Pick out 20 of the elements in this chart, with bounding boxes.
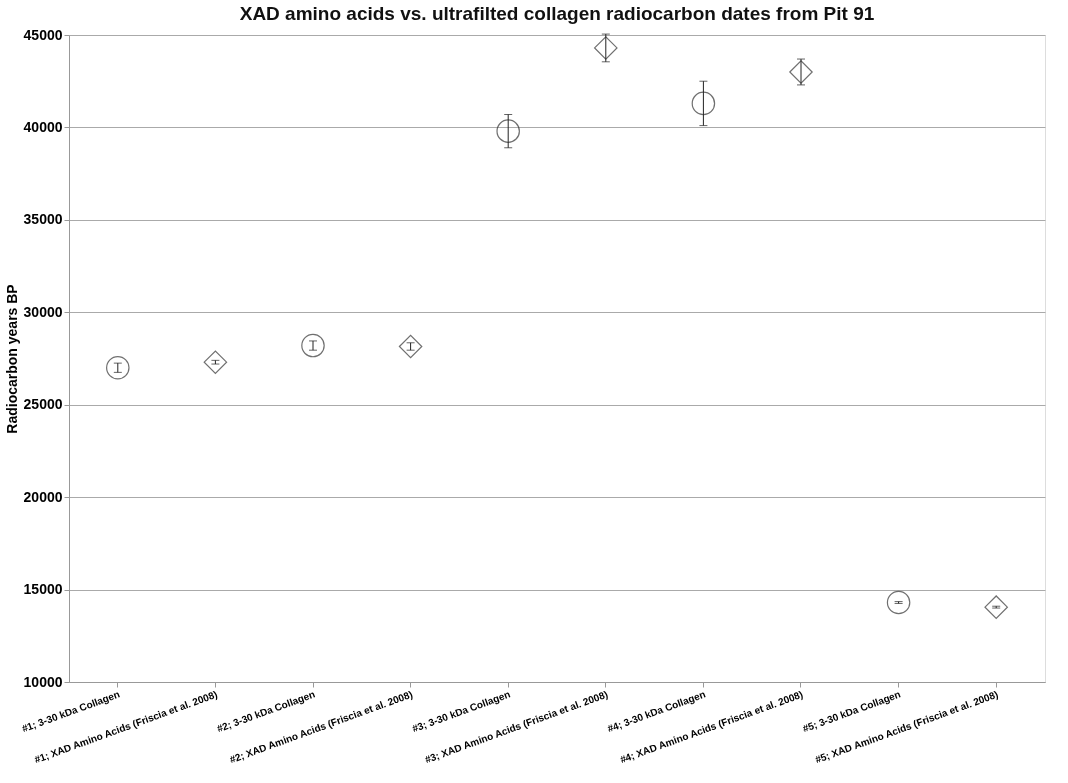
- y-tick-label: 20000: [23, 488, 63, 505]
- y-tick-label: 10000: [23, 673, 63, 690]
- point: [203, 350, 228, 374]
- y-tick-label: 25000: [23, 396, 63, 413]
- point: [106, 355, 130, 380]
- y-axis-title: Radiocarbon years BP: [3, 284, 20, 434]
- point: [886, 590, 911, 615]
- y-tick-label: 30000: [23, 303, 63, 320]
- y-tick-label: 45000: [23, 26, 63, 43]
- point: [594, 36, 618, 60]
- chart-title: XAD amino acids vs. ultrafilted collagen radiocarbon dates from Pit 91: [239, 3, 875, 24]
- y-tick-label: 35000: [23, 211, 63, 228]
- point: [789, 60, 813, 84]
- point: [496, 119, 520, 143]
- point: [398, 334, 423, 359]
- y-tick-label: 15000: [23, 581, 63, 598]
- point: [691, 91, 716, 116]
- y-tick-label: 40000: [23, 118, 63, 135]
- point: [984, 595, 1008, 619]
- point: [301, 333, 325, 358]
